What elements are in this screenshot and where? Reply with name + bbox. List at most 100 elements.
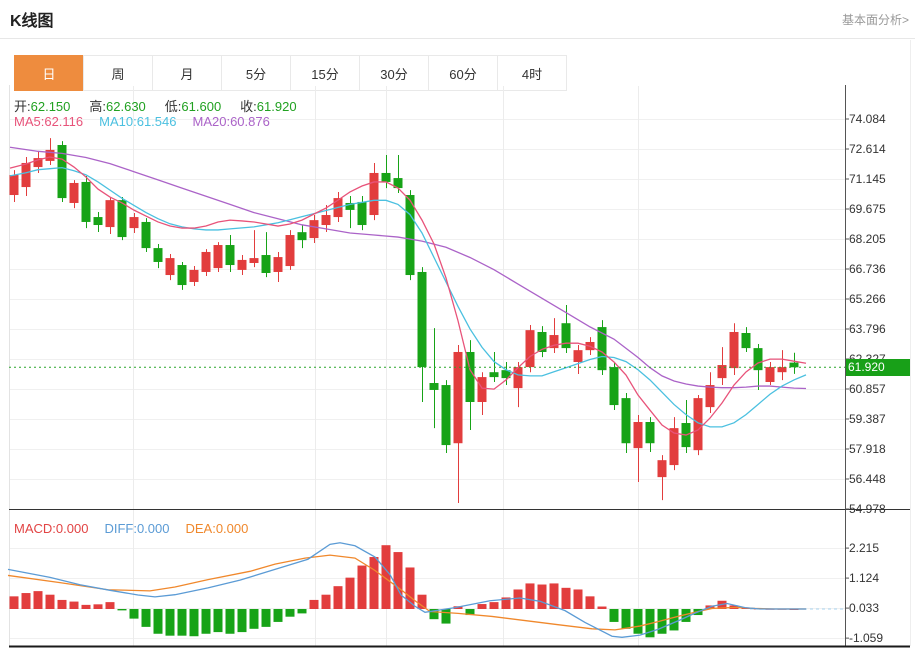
candle: [237, 259, 247, 270]
candle: [93, 217, 103, 226]
tab-day[interactable]: 日: [14, 55, 84, 91]
diff-line: [7, 542, 806, 638]
ma-legend-row: MA5:62.116 MA10:61.546 MA20:60.876: [14, 114, 270, 129]
candle: [489, 372, 499, 378]
macd-bar: [153, 609, 163, 634]
macd-bar: [225, 609, 235, 634]
candle: [405, 195, 415, 276]
ma10-line: [9, 167, 807, 428]
macd-bar: [537, 584, 547, 609]
ohlc-item-0: 开:62.150: [14, 99, 71, 114]
candle: [525, 330, 535, 368]
tab-5min[interactable]: 5分: [221, 55, 291, 91]
candle: [309, 220, 319, 239]
macd-bar: [657, 609, 667, 634]
macd-axis-label: 2.215: [849, 541, 880, 556]
candle: [765, 367, 775, 382]
macd-bar: [57, 599, 67, 609]
macd-bar: [393, 552, 403, 609]
macd-axis-label: -1.059: [849, 631, 884, 646]
ohlc-item-2: 低:61.600: [164, 99, 222, 114]
candle: [129, 217, 139, 229]
macd-bar: [465, 609, 475, 616]
macd-bar: [417, 594, 427, 609]
candle: [717, 365, 727, 379]
macd-bar: [525, 583, 535, 609]
candle: [357, 201, 367, 226]
candle: [153, 248, 163, 262]
macd-bar: [441, 609, 451, 624]
price-axis-label: 74.084: [849, 112, 886, 126]
candle: [693, 398, 703, 451]
macd-bar: [297, 609, 307, 614]
price-axis-label: 56.448: [849, 471, 886, 486]
macd-bar: [549, 583, 559, 609]
candle: [597, 327, 607, 371]
timeframe-tabbar: 日周月 5分 15分 30分 60分 4时: [14, 55, 567, 91]
candle: [273, 257, 283, 272]
tab-15min[interactable]: 15分: [290, 55, 360, 91]
macd-bar: [381, 545, 391, 609]
candle: [201, 251, 211, 272]
page-title: K线图: [10, 13, 54, 30]
tab-30min[interactable]: 30分: [359, 55, 429, 91]
candle: [9, 175, 19, 196]
macd-bar: [69, 601, 79, 609]
macd-bar: [561, 587, 571, 609]
macd-bar: [45, 594, 55, 609]
candle: [105, 200, 115, 228]
fundamental-analysis-link[interactable]: 基本面分析>: [841, 13, 909, 27]
macd-bar: [309, 599, 319, 609]
candle: [165, 258, 175, 276]
macd-bar: [681, 609, 691, 622]
macd-legend-item-2: DEA:0.000: [185, 521, 249, 536]
candle: [417, 271, 427, 368]
price-axis-label: 65.266: [849, 291, 886, 306]
candle: [393, 178, 403, 189]
candle: [633, 422, 643, 449]
ma-legend-item-2: MA20:60.876: [192, 114, 270, 129]
current-price-badge: 61.920: [846, 359, 910, 377]
tab-60min[interactable]: 60分: [428, 55, 498, 91]
candle: [225, 245, 235, 266]
candle: [33, 158, 43, 168]
macd-bar: [285, 609, 295, 617]
candle: [465, 351, 475, 402]
candle: [345, 202, 355, 210]
macd-bar: [633, 609, 643, 634]
macd-bar: [333, 586, 343, 609]
ma-legend-item-1: MA10:61.546: [99, 114, 177, 129]
macd-bar: [201, 609, 211, 634]
macd-legend-row: MACD:0.000 DIFF:0.000 DEA:0.000: [14, 521, 248, 536]
candle: [369, 172, 379, 216]
macd-bar: [177, 609, 187, 636]
price-axis-label: 69.675: [849, 201, 886, 216]
macd-bar: [489, 602, 499, 609]
macd-bar: [609, 609, 619, 622]
macd-bar: [189, 609, 199, 637]
macd-bar: [573, 589, 583, 609]
candle: [261, 255, 271, 273]
price-axis-label: 63.796: [849, 322, 886, 336]
tab-week[interactable]: 周: [83, 55, 153, 91]
macd-bar: [501, 597, 511, 609]
candle: [777, 367, 787, 373]
candle: [441, 385, 451, 446]
candle: [477, 377, 487, 402]
candle: [513, 367, 523, 389]
macd-bar: [9, 596, 19, 609]
macd-bar: [585, 596, 595, 609]
macd-bar: [21, 593, 31, 609]
candle: [297, 232, 307, 241]
macd-bar: [369, 557, 379, 609]
macd-bar: [621, 609, 631, 629]
candle: [705, 385, 715, 408]
macd-bar: [273, 609, 283, 622]
macd-bar: [321, 594, 331, 609]
tab-month[interactable]: 月: [152, 55, 222, 91]
candle: [21, 162, 31, 188]
tab-4hour[interactable]: 4时: [497, 55, 567, 91]
macd-bar: [261, 609, 271, 627]
